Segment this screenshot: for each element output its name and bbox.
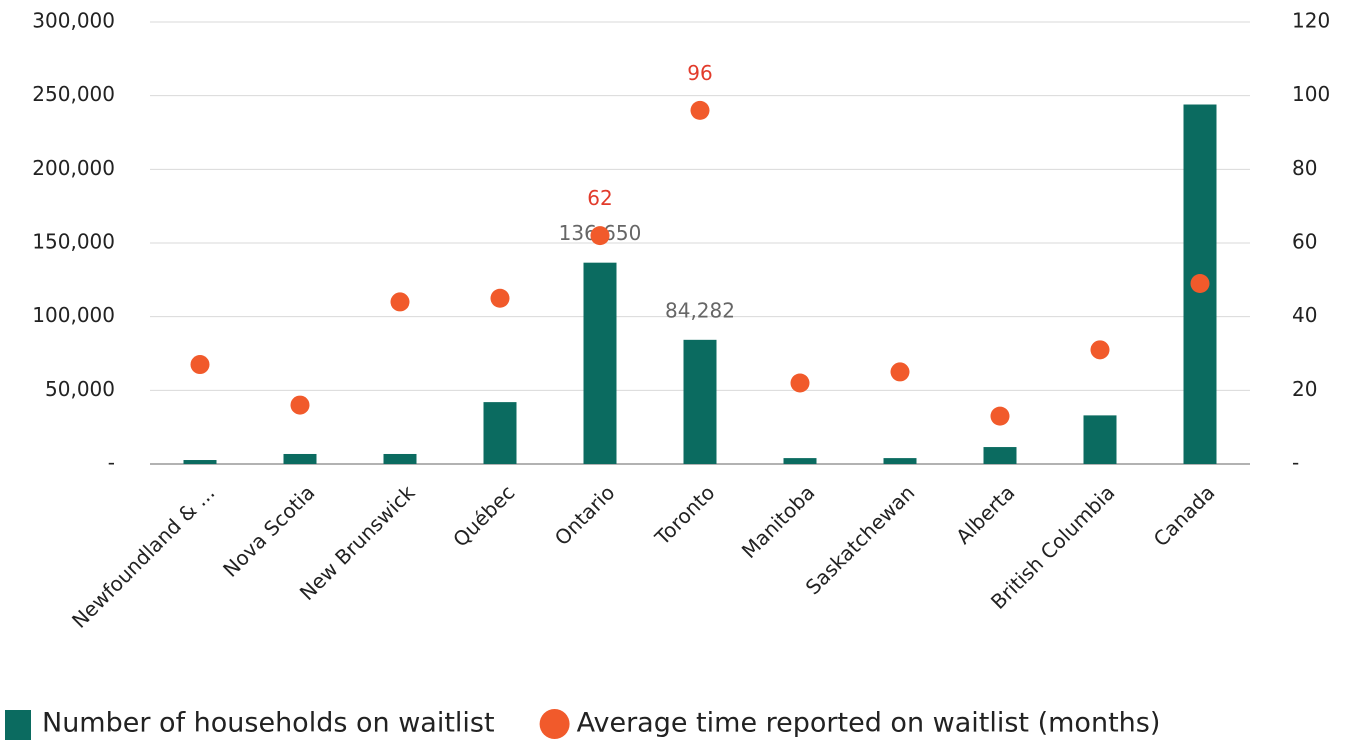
bar [683,339,717,464]
bar [483,402,517,464]
y2-tick-label: 100 [1292,82,1330,106]
y-tick-label: - [108,451,115,475]
y2-tick-label: - [1292,451,1299,475]
y-tick-label: 100,000 [32,303,115,327]
y-tick-label: 50,000 [45,377,115,401]
x-tick-label: Ontario [550,480,620,550]
y-tick-label: 150,000 [32,230,115,254]
y-tick-label: 300,000 [32,9,115,33]
x-tick-label: Nova Scotia [218,480,319,581]
legend-swatch [5,710,31,740]
y2-tick-label: 40 [1292,303,1317,327]
legend-label: Number of households on waitlist [42,708,495,739]
x-tick-label: Québec [448,480,519,551]
bar [983,447,1017,464]
dot [1090,340,1110,360]
dot [990,406,1010,426]
data-label: 62 [587,186,612,210]
dot [590,226,610,246]
x-tick-label: Canada [1149,480,1220,551]
bar [383,453,417,464]
dot [290,395,310,415]
x-tick-label: Manitoba [737,480,820,563]
x-tick-label: Toronto [650,480,720,550]
bar [1083,415,1117,464]
dot [1190,274,1210,294]
dot [490,288,510,308]
y2-tick-label: 60 [1292,230,1317,254]
y-tick-label: 250,000 [32,82,115,106]
y2-tick-label: 80 [1292,156,1317,180]
legend-swatch [539,709,570,739]
dot [390,292,410,312]
y2-tick-label: 120 [1292,9,1330,33]
y-tick-label: 200,000 [32,156,115,180]
x-tick-label: Alberta [951,480,1019,548]
bar [783,458,817,464]
bar [583,262,617,464]
data-label: 84,282 [665,298,735,322]
bar [183,460,217,464]
y2-tick-label: 20 [1292,377,1317,401]
dot [890,362,910,382]
dot [790,373,810,393]
x-tick-label: Newfoundland & ... [67,480,219,632]
data-label: 96 [687,61,712,85]
dot [190,355,210,375]
legend-label: Average time reported on waitlist (month… [577,708,1161,739]
dot [690,100,710,120]
bar [283,453,317,464]
bar [883,458,917,464]
